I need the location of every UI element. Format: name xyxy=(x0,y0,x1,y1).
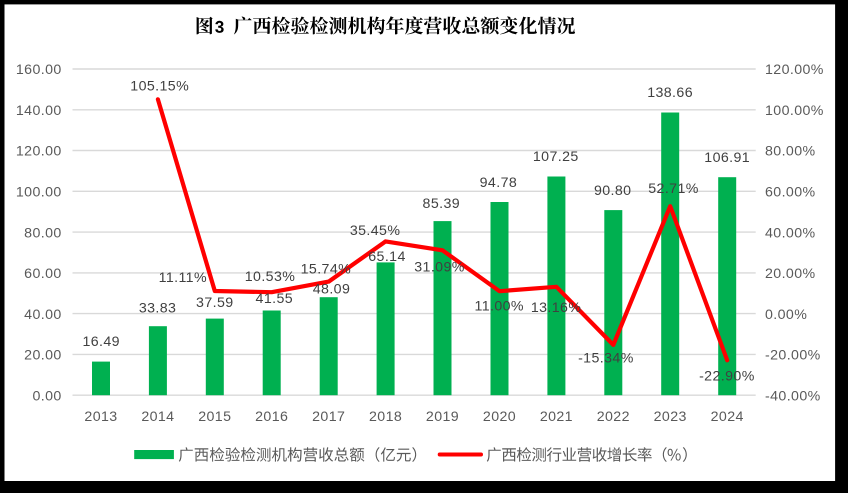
svg-text:160.00: 160.00 xyxy=(16,62,62,78)
svg-text:120.00%: 120.00% xyxy=(765,62,824,78)
svg-text:40.00: 40.00 xyxy=(24,307,62,323)
svg-text:41.55: 41.55 xyxy=(256,291,294,307)
svg-text:48.09: 48.09 xyxy=(313,282,351,298)
svg-text:31.09%: 31.09% xyxy=(414,260,465,276)
svg-text:107.25: 107.25 xyxy=(533,149,579,165)
svg-text:2018: 2018 xyxy=(369,409,402,425)
svg-text:2021: 2021 xyxy=(540,409,573,425)
svg-text:2016: 2016 xyxy=(255,409,288,425)
svg-text:2013: 2013 xyxy=(84,409,117,425)
svg-text:2024: 2024 xyxy=(711,409,744,425)
svg-text:140.00: 140.00 xyxy=(16,103,62,119)
svg-text:16.49: 16.49 xyxy=(82,334,120,350)
svg-text:33.83: 33.83 xyxy=(139,300,177,316)
svg-text:11.11%: 11.11% xyxy=(159,270,207,286)
svg-text:65.14: 65.14 xyxy=(368,249,406,265)
svg-text:-20.00%: -20.00% xyxy=(765,348,821,364)
svg-text:2015: 2015 xyxy=(198,409,231,425)
svg-text:10.53%: 10.53% xyxy=(245,269,296,285)
svg-text:0.00: 0.00 xyxy=(32,388,61,404)
svg-text:2014: 2014 xyxy=(141,409,174,425)
svg-text:120.00: 120.00 xyxy=(16,144,62,160)
svg-text:15.74%: 15.74% xyxy=(301,262,352,278)
svg-text:60.00%: 60.00% xyxy=(765,185,816,201)
svg-text:-40.00%: -40.00% xyxy=(765,388,821,404)
svg-text:80.00%: 80.00% xyxy=(765,144,816,160)
svg-text:100.00%: 100.00% xyxy=(765,103,824,119)
svg-text:35.45%: 35.45% xyxy=(350,223,401,239)
svg-text:2019: 2019 xyxy=(426,409,459,425)
svg-text:40.00%: 40.00% xyxy=(765,225,816,241)
svg-text:94.78: 94.78 xyxy=(480,175,518,191)
svg-text:2022: 2022 xyxy=(597,409,630,425)
svg-text:20.00: 20.00 xyxy=(24,348,62,364)
svg-text:37.59: 37.59 xyxy=(196,295,234,311)
svg-text:11.00%: 11.00% xyxy=(474,299,523,315)
svg-text:0.00%: 0.00% xyxy=(765,307,807,323)
svg-text:2017: 2017 xyxy=(312,409,345,425)
svg-text:85.39: 85.39 xyxy=(423,196,461,212)
svg-text:60.00: 60.00 xyxy=(24,266,62,282)
svg-text:13.16%: 13.16% xyxy=(531,300,582,316)
svg-text:138.66: 138.66 xyxy=(647,85,693,101)
svg-text:100.00: 100.00 xyxy=(16,185,62,201)
svg-text:90.80: 90.80 xyxy=(594,183,632,199)
svg-text:-15.34%: -15.34% xyxy=(578,350,634,366)
svg-text:2020: 2020 xyxy=(483,409,516,425)
svg-text:106.91: 106.91 xyxy=(704,150,750,166)
svg-text:2023: 2023 xyxy=(654,409,687,425)
svg-text:52.71%: 52.71% xyxy=(648,181,699,197)
svg-text:20.00%: 20.00% xyxy=(765,266,816,282)
svg-text:80.00: 80.00 xyxy=(24,225,62,241)
svg-text:-22.90%: -22.90% xyxy=(699,369,755,385)
svg-text:105.15%: 105.15% xyxy=(130,79,189,95)
